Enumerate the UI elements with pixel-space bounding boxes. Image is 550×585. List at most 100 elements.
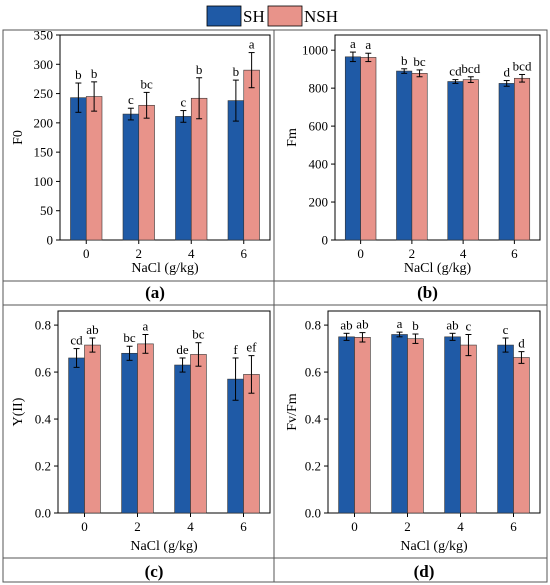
- y-tick-label: 0.6: [305, 365, 322, 380]
- bar-sh: [444, 336, 461, 514]
- significance-letter: bc: [413, 54, 426, 69]
- significance-letter: c: [466, 318, 472, 333]
- x-tick-label: 2: [409, 246, 416, 261]
- x-tick-label: 4: [187, 519, 194, 534]
- bar-nsh: [514, 77, 531, 241]
- bar-nsh: [513, 357, 530, 514]
- significance-letter: a: [350, 36, 356, 51]
- significance-letter: bc: [140, 76, 153, 91]
- x-tick-label: 6: [240, 519, 247, 534]
- bar-sh: [175, 116, 192, 241]
- error-bar: [519, 73, 526, 83]
- y-tick-label: 200: [309, 195, 329, 210]
- error-bar: [452, 79, 459, 84]
- significance-letter: de: [176, 342, 189, 357]
- error-bar: [143, 91, 150, 119]
- significance-letter: f: [233, 342, 238, 357]
- y-tick-label: 200: [34, 115, 54, 130]
- bar-sh: [344, 56, 361, 241]
- significance-letter: a: [397, 316, 403, 331]
- error-bar: [179, 357, 186, 373]
- panel-caption: (d): [414, 562, 435, 581]
- significance-letter: d: [503, 65, 510, 80]
- y-axis-label: Y(II): [11, 397, 26, 426]
- significance-letter: b: [196, 62, 203, 77]
- error-bar: [126, 345, 133, 361]
- significance-letter: b: [401, 53, 408, 68]
- error-bar: [91, 81, 98, 112]
- y-axis-label: Fm: [285, 128, 300, 147]
- significance-letter: b: [75, 67, 82, 82]
- y-tick-label: 0.4: [35, 412, 52, 427]
- y-tick-label: 350: [34, 28, 54, 43]
- error-bar: [503, 80, 510, 87]
- y-tick-label: 600: [309, 119, 329, 134]
- y-tick-label: 100: [34, 174, 54, 189]
- y-tick-label: 1000: [302, 43, 328, 58]
- significance-letter: c: [503, 322, 509, 337]
- significance-letter: cd: [449, 64, 462, 79]
- x-tick-label: 6: [241, 246, 248, 261]
- significance-letter: a: [365, 37, 371, 52]
- bar-sh: [70, 97, 87, 241]
- error-bar: [465, 333, 472, 357]
- y-tick-label: 150: [34, 145, 54, 160]
- error-bar: [343, 332, 350, 341]
- significance-letter: ef: [246, 340, 257, 355]
- significance-letter: b: [91, 66, 98, 81]
- bar-nsh: [190, 97, 208, 241]
- bar-sh: [338, 336, 355, 514]
- x-tick-label: 0: [351, 519, 358, 534]
- error-bar: [401, 68, 408, 74]
- bar-sh: [447, 81, 464, 241]
- error-bar: [127, 107, 134, 121]
- bar-sh: [121, 352, 138, 514]
- legend-swatch-nsh: [267, 5, 303, 27]
- legend-label-nsh: NSH: [304, 7, 338, 26]
- significance-letter: a: [249, 37, 255, 52]
- y-axis-label: F0: [11, 130, 26, 145]
- bar-nsh: [190, 354, 207, 514]
- bar-sh: [498, 83, 515, 241]
- error-bar: [248, 355, 255, 394]
- bar-sh: [122, 113, 140, 241]
- significance-letter: ab: [356, 317, 368, 332]
- bar-sh: [497, 344, 514, 514]
- bar-nsh: [243, 374, 260, 514]
- bar-nsh: [243, 69, 260, 241]
- legend-label-sh: SH: [243, 7, 265, 26]
- y-tick-label: 400: [309, 157, 329, 172]
- legend: SH NSH: [206, 5, 338, 27]
- y-tick-label: 0.0: [305, 506, 321, 521]
- x-tick-label: 2: [134, 519, 141, 534]
- y-tick-label: 800: [309, 81, 329, 96]
- bar-nsh: [360, 57, 377, 241]
- error-bar: [365, 52, 372, 63]
- y-tick-label: 0.8: [305, 318, 321, 333]
- plot-area: [57, 310, 271, 514]
- significance-letter: bcd: [461, 61, 480, 76]
- figure-frame: [2, 29, 548, 583]
- y-tick-label: 0.4: [305, 412, 322, 427]
- legend-swatch-sh: [206, 5, 242, 27]
- y-axis-label: Fv/Fm: [285, 393, 300, 430]
- bar-sh: [391, 334, 408, 514]
- bar-nsh: [354, 337, 371, 514]
- x-tick-label: 2: [404, 519, 411, 534]
- error-bar: [502, 337, 509, 353]
- x-tick-label: 0: [83, 246, 90, 261]
- y-tick-label: 0: [47, 233, 54, 248]
- x-tick-label: 4: [188, 246, 195, 261]
- bar-nsh: [462, 79, 479, 241]
- significance-letter: ab: [86, 322, 98, 337]
- error-bar: [180, 110, 187, 123]
- error-bar: [518, 351, 525, 364]
- outer-border: [2, 29, 548, 583]
- x-tick-label: 0: [81, 519, 88, 534]
- significance-letter: ab: [340, 317, 352, 332]
- significance-letter: ab: [446, 317, 458, 332]
